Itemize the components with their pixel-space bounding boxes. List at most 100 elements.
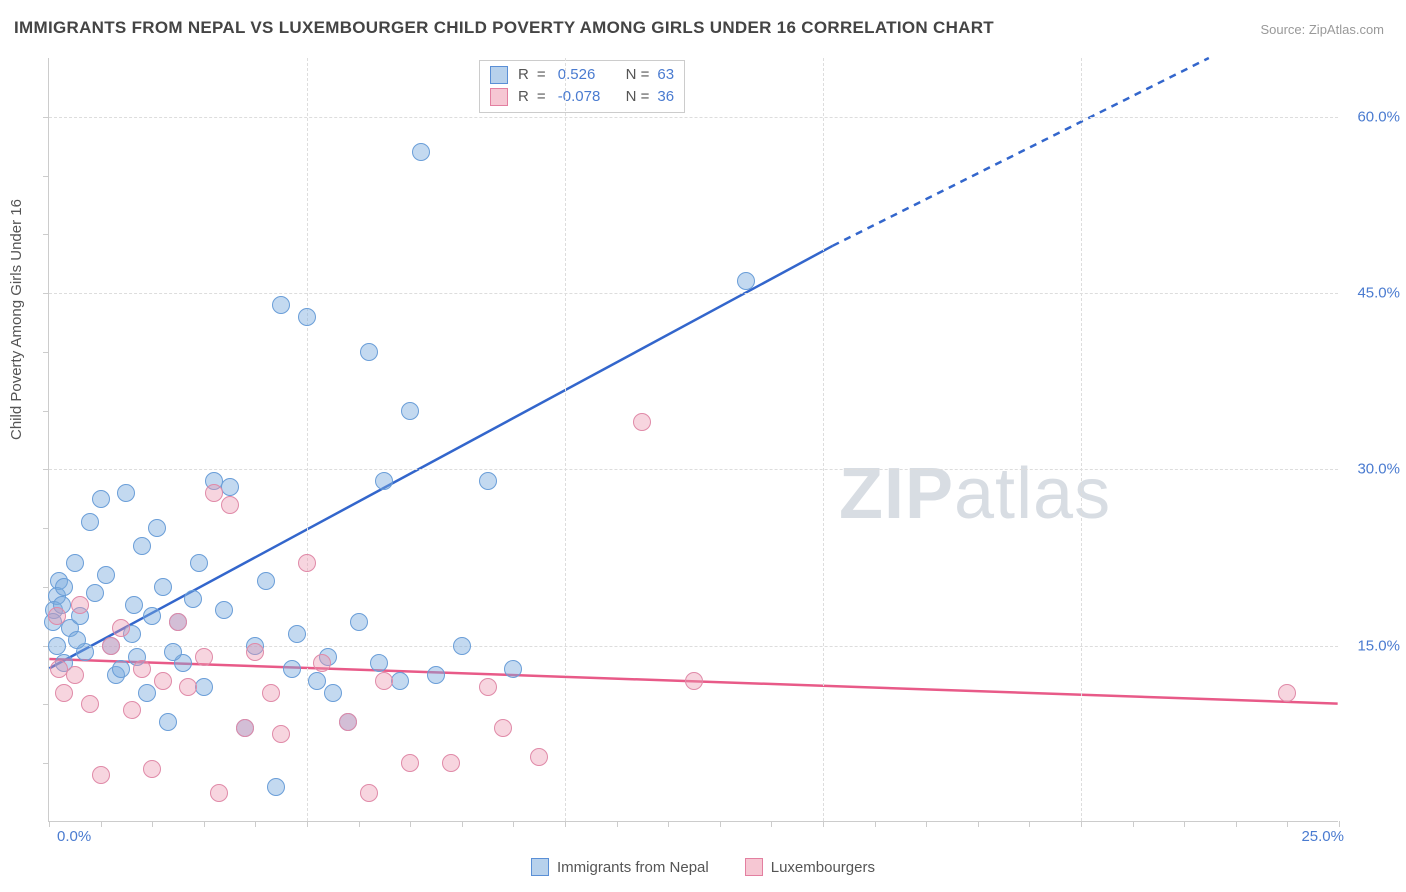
r-value: -0.078 <box>554 86 608 108</box>
legend-swatch <box>531 858 549 876</box>
data-point <box>257 572 275 590</box>
correlation-legend-row: R= -0.078N =36 <box>490 86 674 108</box>
trend-line <box>49 246 832 669</box>
data-point <box>391 672 409 690</box>
legend-swatch <box>745 858 763 876</box>
x-tick-mark <box>359 821 360 827</box>
plot-area: ZIPatlas R= 0.526N =63R= -0.078N =36 15.… <box>48 58 1338 822</box>
x-tick-mark <box>1029 821 1030 827</box>
data-point <box>81 513 99 531</box>
data-point <box>55 578 73 596</box>
data-point <box>66 666 84 684</box>
y-tick-mark <box>43 763 49 764</box>
data-point <box>210 784 228 802</box>
data-point <box>148 519 166 537</box>
r-value: 0.526 <box>554 64 608 86</box>
data-point <box>370 654 388 672</box>
data-point <box>154 578 172 596</box>
y-tick-mark <box>43 411 49 412</box>
y-tick-mark <box>43 176 49 177</box>
data-point <box>339 713 357 731</box>
correlation-legend: R= 0.526N =63R= -0.078N =36 <box>479 60 685 113</box>
y-tick-mark <box>43 293 49 294</box>
data-point <box>283 660 301 678</box>
y-tick-mark <box>43 528 49 529</box>
data-point <box>97 566 115 584</box>
x-tick-mark <box>49 821 50 827</box>
data-point <box>479 472 497 490</box>
gridline-v <box>565 58 566 821</box>
data-point <box>272 725 290 743</box>
gridline-h <box>49 293 1338 294</box>
x-tick-mark <box>565 821 566 827</box>
data-point <box>360 343 378 361</box>
data-point <box>159 713 177 731</box>
x-tick-mark <box>1184 821 1185 827</box>
data-point <box>92 490 110 508</box>
data-point <box>55 684 73 702</box>
data-point <box>143 760 161 778</box>
data-point <box>401 754 419 772</box>
data-point <box>112 660 130 678</box>
gridline-v <box>1081 58 1082 821</box>
source-label: Source: ZipAtlas.com <box>1260 22 1384 37</box>
data-point <box>737 272 755 290</box>
data-point <box>375 672 393 690</box>
n-value: 36 <box>657 86 674 108</box>
x-tick-mark <box>204 821 205 827</box>
data-point <box>205 484 223 502</box>
x-tick-mark <box>1236 821 1237 827</box>
x-tick-mark <box>513 821 514 827</box>
y-tick-mark <box>43 704 49 705</box>
n-value: 63 <box>657 64 674 86</box>
data-point <box>215 601 233 619</box>
x-tick-mark <box>1081 821 1082 827</box>
n-label: N = <box>626 64 650 86</box>
data-point <box>412 143 430 161</box>
data-point <box>102 637 120 655</box>
data-point <box>298 308 316 326</box>
data-point <box>236 719 254 737</box>
y-axis-label: Child Poverty Among Girls Under 16 <box>8 199 25 440</box>
trend-lines <box>49 58 1338 821</box>
gridline-h <box>49 469 1338 470</box>
x-tick-mark <box>152 821 153 827</box>
data-point <box>195 648 213 666</box>
data-point <box>267 778 285 796</box>
data-point <box>504 660 522 678</box>
data-point <box>81 695 99 713</box>
y-tick-label: 45.0% <box>1344 285 1400 302</box>
x-tick-mark <box>255 821 256 827</box>
data-point <box>633 413 651 431</box>
data-point <box>86 584 104 602</box>
data-point <box>313 654 331 672</box>
data-point <box>324 684 342 702</box>
x-tick-mark <box>823 821 824 827</box>
data-point <box>138 684 156 702</box>
data-point <box>308 672 326 690</box>
data-point <box>179 678 197 696</box>
x-tick-mark <box>410 821 411 827</box>
equals: = <box>537 86 546 108</box>
data-point <box>92 766 110 784</box>
data-point <box>48 637 66 655</box>
data-point <box>246 643 264 661</box>
data-point <box>1278 684 1296 702</box>
data-point <box>154 672 172 690</box>
gridline-h <box>49 117 1338 118</box>
data-point <box>133 537 151 555</box>
data-point <box>123 701 141 719</box>
x-tick-label: 0.0% <box>57 828 91 845</box>
x-tick-mark <box>307 821 308 827</box>
data-point <box>117 484 135 502</box>
y-tick-mark <box>43 352 49 353</box>
data-point <box>184 590 202 608</box>
data-point <box>133 660 151 678</box>
equals: = <box>537 64 546 86</box>
chart-title: IMMIGRANTS FROM NEPAL VS LUXEMBOURGER CH… <box>14 18 994 38</box>
data-point <box>494 719 512 737</box>
data-point <box>71 596 89 614</box>
data-point <box>530 748 548 766</box>
data-point <box>66 554 84 572</box>
data-point <box>288 625 306 643</box>
